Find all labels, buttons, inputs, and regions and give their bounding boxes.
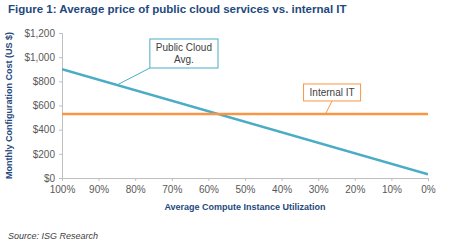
x-axis-title: Average Compute Instance Utilization: [164, 202, 325, 212]
x-tick-mark: [355, 178, 356, 181]
series-labels: Public CloudAvg. Internal IT: [117, 39, 361, 114]
y-tick-mark: [59, 57, 62, 58]
series-label: Public CloudAvg.: [117, 39, 218, 85]
x-tick-label: 40%: [272, 184, 292, 195]
plot: $0 $200 $400 $600 $800 $1,000 $1,200 100% 90% 80%…: [24, 28, 435, 195]
source: Source: ISG Research: [8, 231, 98, 241]
y-axis-title: Monthly Configuration Cost (US $): [4, 32, 14, 179]
title: Figure 1: Average price of public cloud …: [8, 3, 347, 15]
y-tick-mark: [59, 81, 62, 82]
x-tick-mark: [282, 178, 283, 181]
series-label-box: [304, 84, 361, 101]
x-tick-label: 20%: [345, 184, 365, 195]
x-axis: 100% 90% 80% 70% 60% 50% 40% 30% 20% 10% 0%: [50, 178, 436, 195]
x-tick-mark: [428, 178, 429, 181]
y-axis: $0 $200 $400 $600 $800 $1,000 $1,200: [24, 28, 62, 184]
x-tick-mark: [245, 178, 246, 181]
series-label-box: [150, 39, 218, 68]
x-tick-label: 30%: [309, 184, 329, 195]
x-tick-label: 100%: [50, 184, 76, 195]
x-axis-line: [63, 179, 429, 182]
y-tick-label: $600: [33, 100, 56, 111]
y-tick: $800: [33, 76, 62, 87]
series-label-connector: [117, 68, 150, 85]
y-tick-label: $800: [33, 76, 56, 87]
x-tick-mark: [391, 178, 392, 181]
x-tick: 40%: [272, 178, 292, 195]
marks: [62, 69, 428, 174]
x-tick-mark: [318, 178, 319, 181]
x-tick-mark: [172, 178, 173, 181]
x-tick-label: 80%: [126, 184, 146, 195]
x-tick: 20%: [345, 178, 365, 195]
series-label-connector: [326, 101, 333, 114]
y-axis-line: [59, 34, 63, 179]
y-tick: $400: [33, 124, 62, 135]
x-tick: 10%: [382, 178, 402, 195]
y-tick: $1,200: [24, 28, 62, 39]
y-tick-label: $1,200: [24, 28, 55, 39]
x-tick: 100%: [50, 178, 76, 195]
y-tick-mark: [59, 130, 62, 131]
x-tick: 0%: [421, 178, 436, 195]
y-tick: $1,000: [24, 52, 62, 63]
series-line: [62, 69, 428, 174]
y-tick-label: $1,000: [24, 52, 55, 63]
x-tick: 90%: [89, 178, 109, 195]
y-tick-mark: [59, 178, 62, 179]
x-tick-label: 10%: [382, 184, 402, 195]
y-tick-label: $200: [33, 149, 56, 160]
x-tick-label: 0%: [421, 184, 436, 195]
x-tick-label: 50%: [235, 184, 255, 195]
x-tick-label: 60%: [199, 184, 219, 195]
series-label: Internal IT: [304, 84, 361, 114]
x-tick: 50%: [235, 178, 255, 195]
y-tick: $0: [44, 173, 62, 184]
y-tick: $600: [33, 100, 62, 111]
x-tick-mark: [208, 178, 209, 181]
series-line: [62, 113, 428, 116]
y-tick-mark: [59, 106, 62, 107]
x-tick: 80%: [126, 178, 146, 195]
x-tick: 30%: [309, 178, 329, 195]
x-tick: 70%: [162, 178, 182, 195]
x-tick-mark: [99, 178, 100, 181]
y-tick: $200: [33, 149, 62, 160]
x-tick-label: 70%: [162, 184, 182, 195]
x-tick: 60%: [199, 178, 219, 195]
x-tick-label: 90%: [89, 184, 109, 195]
x-tick-mark: [62, 178, 63, 181]
y-tick-label: $0: [44, 173, 56, 184]
x-tick-mark: [135, 178, 136, 181]
y-tick-mark: [59, 154, 62, 155]
y-tick-mark: [59, 33, 62, 34]
series-label-text: Internal IT: [310, 87, 355, 98]
y-tick-label: $400: [33, 124, 56, 135]
chart: Figure 1: Average price of public cloud …: [0, 0, 450, 247]
series-label-text: Public CloudAvg.: [156, 42, 212, 65]
